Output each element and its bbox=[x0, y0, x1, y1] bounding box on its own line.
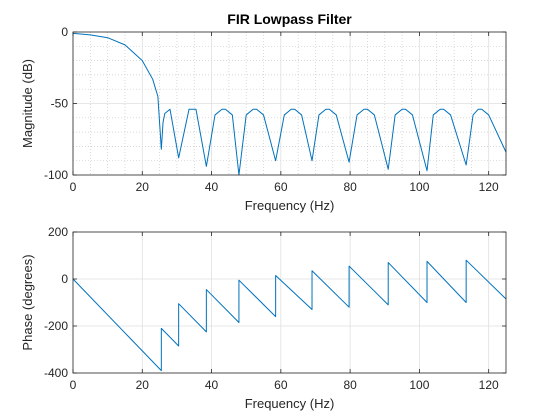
magnitude-series-line bbox=[72, 32, 507, 176]
magnitude-ytick-label: -50 bbox=[51, 97, 69, 111]
phase-xtick-label: 100 bbox=[409, 378, 429, 392]
magnitude-ytick-label: 0 bbox=[61, 25, 68, 39]
magnitude-xtick-label: 80 bbox=[343, 180, 357, 194]
phase-xtick-label: 0 bbox=[70, 378, 77, 392]
phase-xtick-label: 80 bbox=[343, 378, 357, 392]
phase-xtick-label: 20 bbox=[136, 378, 150, 392]
phase-axes-box bbox=[72, 231, 507, 374]
magnitude-xtick-label: 120 bbox=[479, 180, 499, 194]
magnitude-x-axis-label: Frequency (Hz) bbox=[245, 198, 335, 213]
magnitude-xtick-label: 60 bbox=[274, 180, 288, 194]
magnitude-ytick-label: -100 bbox=[44, 168, 68, 182]
phase-ytick-label: 200 bbox=[48, 225, 68, 239]
magnitude-chart-title: FIR Lowpass Filter bbox=[227, 11, 352, 27]
magnitude-xtick-label: 100 bbox=[409, 180, 429, 194]
phase-plot-area bbox=[73, 232, 506, 373]
magnitude-xtick-label: 0 bbox=[70, 180, 77, 194]
magnitude-xtick-label: 40 bbox=[205, 180, 219, 194]
phase-xtick-label: 40 bbox=[205, 378, 219, 392]
phase-y-axis-label: Phase (degrees) bbox=[20, 254, 35, 350]
phase-x-axis-label: Frequency (Hz) bbox=[245, 396, 335, 411]
magnitude-y-axis-label: Magnitude (dB) bbox=[20, 59, 35, 148]
phase-ytick-label: -400 bbox=[44, 366, 68, 380]
magnitude-xtick-label: 20 bbox=[136, 180, 150, 194]
phase-xtick-label: 60 bbox=[274, 378, 288, 392]
phase-ytick-label: -200 bbox=[44, 319, 68, 333]
phase-ytick-label: 0 bbox=[61, 272, 68, 286]
phase-series-line bbox=[72, 259, 507, 372]
phase-xtick-label: 120 bbox=[479, 378, 499, 392]
